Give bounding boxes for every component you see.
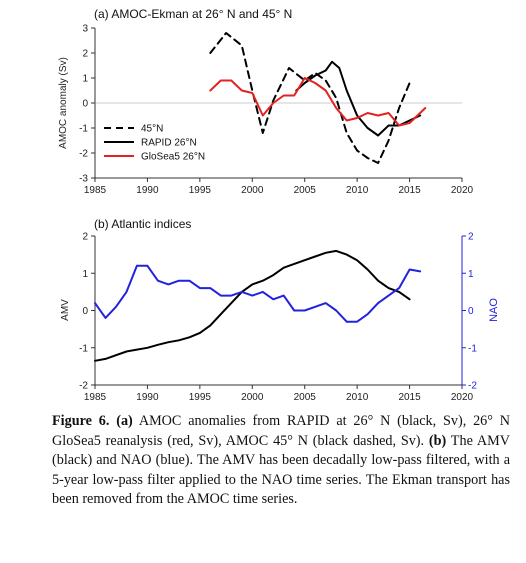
- panel-a-legend: 45°N RAPID 26°N GloSea5 26°N: [104, 124, 205, 163]
- panel-a-ylabel: AMOC anomaly (Sv): [58, 57, 69, 149]
- x-tick-label: 1995: [189, 392, 212, 403]
- x-tick-label: 2005: [294, 392, 317, 403]
- y-tick-label: -1: [79, 343, 88, 354]
- caption-panel-b-marker: (b): [428, 432, 447, 449]
- y-tick-label: 0: [82, 306, 88, 317]
- y2-tick-label: 0: [468, 306, 474, 317]
- series-line-glosea5-26-n: [209, 77, 427, 127]
- y2-tick-label: 2: [468, 232, 474, 243]
- x-tick-label: 1985: [84, 185, 107, 196]
- caption-panel-a-marker: (a): [116, 413, 133, 429]
- caption-text-b: The AMV (black) and NAO (blue). The AMV …: [52, 432, 510, 508]
- y2-tick-label: 1: [468, 269, 474, 280]
- x-tick-label: 1985: [84, 392, 107, 403]
- y2-tick-label: -2: [468, 381, 477, 392]
- figure-caption: Figure 6. (a) AMOC anomalies from RAPID …: [52, 412, 510, 510]
- series-line-nao: [94, 264, 422, 323]
- y-tick-label: -3: [79, 174, 88, 185]
- caption-label: Figure 6.: [52, 413, 110, 429]
- x-tick-label: 2000: [241, 392, 264, 403]
- y2-tick-label: -1: [468, 343, 477, 354]
- panel-b-series: [94, 249, 422, 362]
- x-tick-label: 2015: [398, 392, 421, 403]
- panel-a: (a) AMOC-Ekman at 26° N and 45° N AMOC a…: [58, 7, 474, 196]
- x-tick-label: 2005: [294, 185, 317, 196]
- x-tick-label: 2000: [241, 185, 264, 196]
- x-tick-label: 2010: [346, 185, 369, 196]
- y-tick-label: -1: [79, 124, 88, 135]
- legend-label: GloSea5 26°N: [141, 152, 205, 163]
- y-tick-label: 1: [82, 269, 88, 280]
- x-tick-label: 2020: [451, 392, 474, 403]
- y-tick-label: -2: [79, 149, 88, 160]
- x-tick-label: 2010: [346, 392, 369, 403]
- series-line-amv: [94, 249, 411, 362]
- y-tick-label: 3: [82, 24, 88, 35]
- panel-a-series: [209, 32, 427, 164]
- x-tick-label: 1995: [189, 185, 212, 196]
- x-tick-label: 1990: [136, 392, 159, 403]
- y-tick-label: 0: [82, 99, 88, 110]
- x-tick-label: 2015: [398, 185, 421, 196]
- series-line-rapid-26-n: [295, 60, 422, 137]
- x-tick-label: 2020: [451, 185, 474, 196]
- caption-text-a: AMOC anomalies from RAPID at 26° N (blac…: [52, 413, 511, 449]
- panel-a-title: (a) AMOC-Ekman at 26° N and 45° N: [94, 7, 292, 21]
- y-tick-label: 1: [82, 74, 88, 85]
- panel-b-ylabel: AMV: [60, 299, 71, 321]
- y-tick-label: -2: [79, 381, 88, 392]
- panel-a-axes: -3 -2 -1 0 1 2 3 1985 1990 1995 2000 2005 2010 2015 20…: [79, 24, 473, 197]
- legend-label: 45°N: [141, 124, 163, 135]
- y-tick-label: 2: [82, 232, 88, 243]
- y-tick-label: 2: [82, 49, 88, 60]
- series-line-45-n: [209, 32, 411, 164]
- panel-b: (b) Atlantic indices AMV NAO -2 -1 0 1 2 1985…: [60, 217, 500, 403]
- legend-label: RAPID 26°N: [141, 138, 197, 149]
- panel-b-y2label: NAO: [488, 298, 500, 322]
- figure: (a) AMOC-Ekman at 26° N and 45° N AMOC a…: [58, 7, 500, 403]
- panel-b-title: (b) Atlantic indices: [94, 217, 191, 231]
- x-tick-label: 1990: [136, 185, 159, 196]
